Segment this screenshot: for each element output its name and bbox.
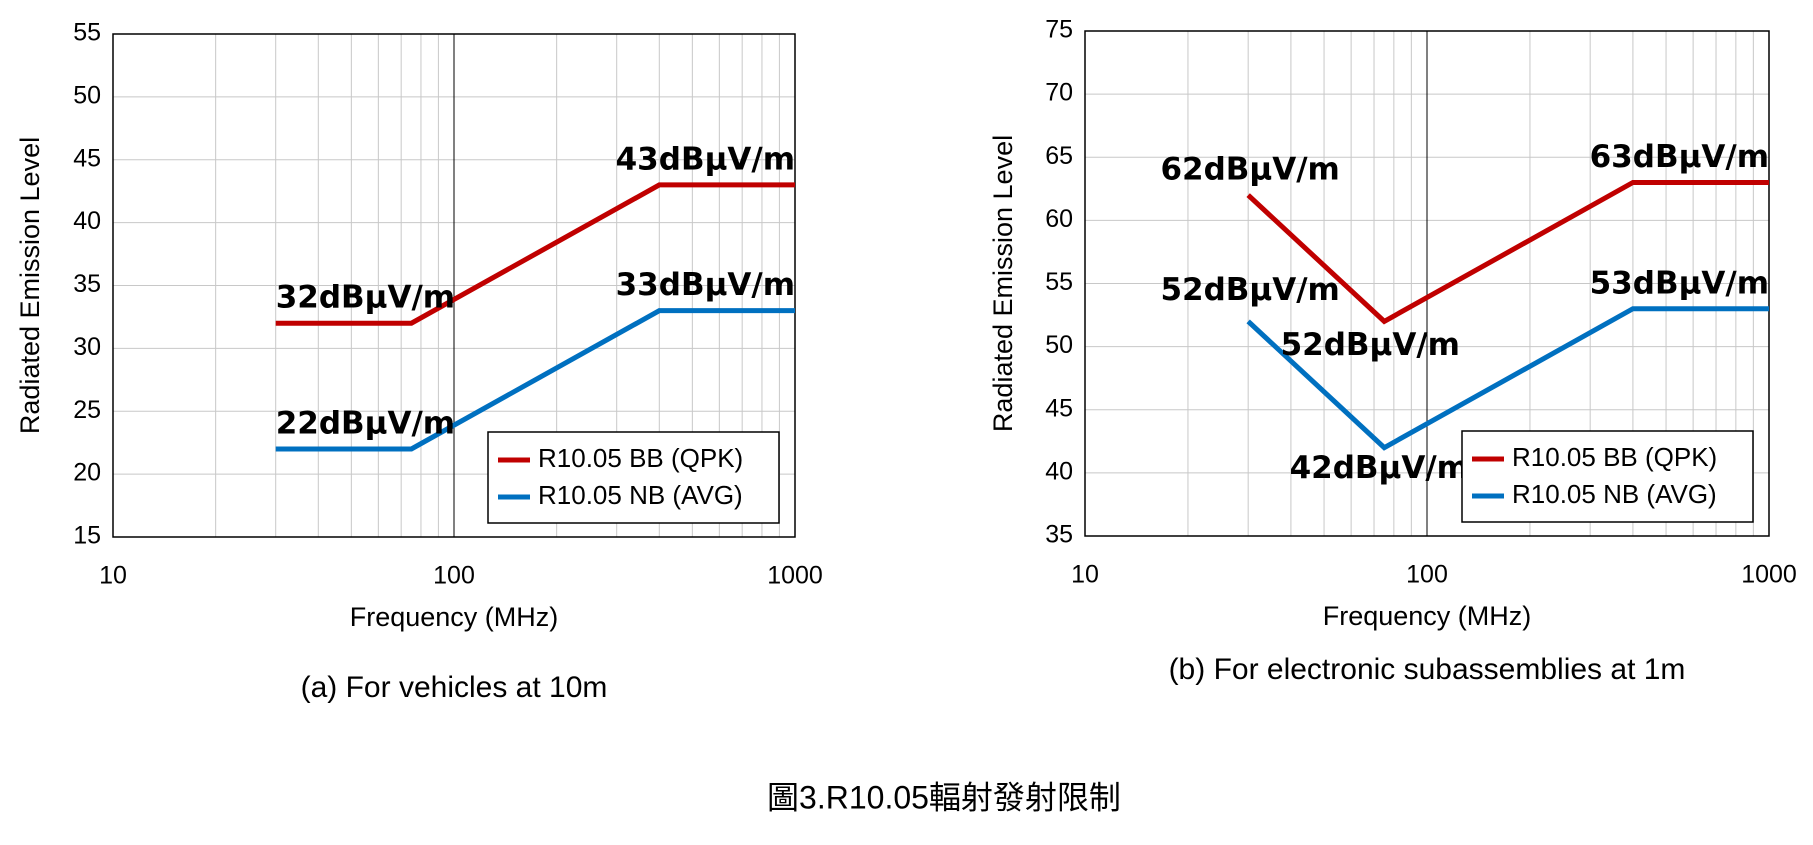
annotation: 52dBµV/m bbox=[1160, 272, 1339, 308]
y-tick-label: 40 bbox=[1045, 457, 1073, 485]
legend-label: R10.05 NB (AVG) bbox=[1512, 479, 1717, 509]
legend-box bbox=[487, 431, 780, 524]
y-tick-label: 50 bbox=[1045, 331, 1073, 359]
annotation: 63dBµV/m bbox=[1590, 139, 1769, 175]
legend-label: R10.05 NB (AVG) bbox=[538, 480, 743, 510]
x-axis-title: Frequency (MHz) bbox=[350, 602, 559, 632]
y-tick-label: 55 bbox=[1045, 268, 1073, 296]
line-series bbox=[1246, 306, 1769, 451]
x-tick-label: 1000 bbox=[767, 562, 823, 590]
annotation: 52dBµV/m bbox=[1281, 327, 1460, 363]
y-tick-label: 75 bbox=[1045, 16, 1073, 44]
line-series bbox=[1246, 180, 1769, 325]
annotation: 43dBµV/m bbox=[616, 141, 795, 177]
x-tick-label: 10 bbox=[1071, 561, 1099, 589]
y-axis-title: Radiated Emission Level bbox=[15, 137, 45, 434]
y-tick-label: 45 bbox=[1045, 394, 1073, 422]
x-tick-label: 1000 bbox=[1741, 561, 1797, 589]
y-tick-label: 60 bbox=[1045, 205, 1073, 233]
y-tick-label: 35 bbox=[1045, 521, 1073, 549]
plot-frame bbox=[1084, 30, 1770, 537]
y-tick-label: 70 bbox=[1045, 79, 1073, 107]
legend-label: R10.05 BB (QPK) bbox=[1512, 442, 1717, 472]
y-tick-label: 35 bbox=[73, 270, 101, 298]
y-axis-title: Radiated Emission Level bbox=[988, 135, 1018, 432]
y-tick-label: 50 bbox=[73, 81, 101, 109]
chart-caption: (b) For electronic subassemblies at 1m bbox=[1169, 653, 1686, 686]
y-tick-label: 40 bbox=[73, 207, 101, 235]
legend-label: R10.05 BB (QPK) bbox=[538, 443, 743, 473]
y-tick-label: 15 bbox=[73, 522, 101, 550]
x-tick-label: 10 bbox=[99, 562, 127, 590]
line-series bbox=[275, 308, 795, 452]
y-tick-label: 25 bbox=[73, 396, 101, 424]
line-series bbox=[275, 182, 795, 326]
y-tick-label: 65 bbox=[1045, 142, 1073, 170]
chart-caption: (a) For vehicles at 10m bbox=[301, 671, 608, 704]
x-axis-title: Frequency (MHz) bbox=[1323, 601, 1532, 631]
annotation: 32dBµV/m bbox=[276, 280, 455, 316]
y-tick-label: 30 bbox=[73, 333, 101, 361]
annotation: 42dBµV/m bbox=[1290, 450, 1469, 486]
y-tick-label: 55 bbox=[73, 19, 101, 47]
annotation: 22dBµV/m bbox=[276, 405, 455, 441]
annotation: 53dBµV/m bbox=[1590, 265, 1769, 301]
x-tick-label: 100 bbox=[433, 562, 475, 590]
legend-box bbox=[1461, 430, 1754, 523]
plot-frame bbox=[112, 33, 796, 538]
y-tick-label: 45 bbox=[73, 144, 101, 172]
x-tick-label: 100 bbox=[1406, 561, 1448, 589]
annotation: 62dBµV/m bbox=[1160, 152, 1339, 188]
annotation: 33dBµV/m bbox=[616, 267, 795, 303]
y-tick-label: 20 bbox=[73, 459, 101, 487]
figure-caption: 圖3.R10.05輻射發射限制 bbox=[767, 779, 1121, 815]
